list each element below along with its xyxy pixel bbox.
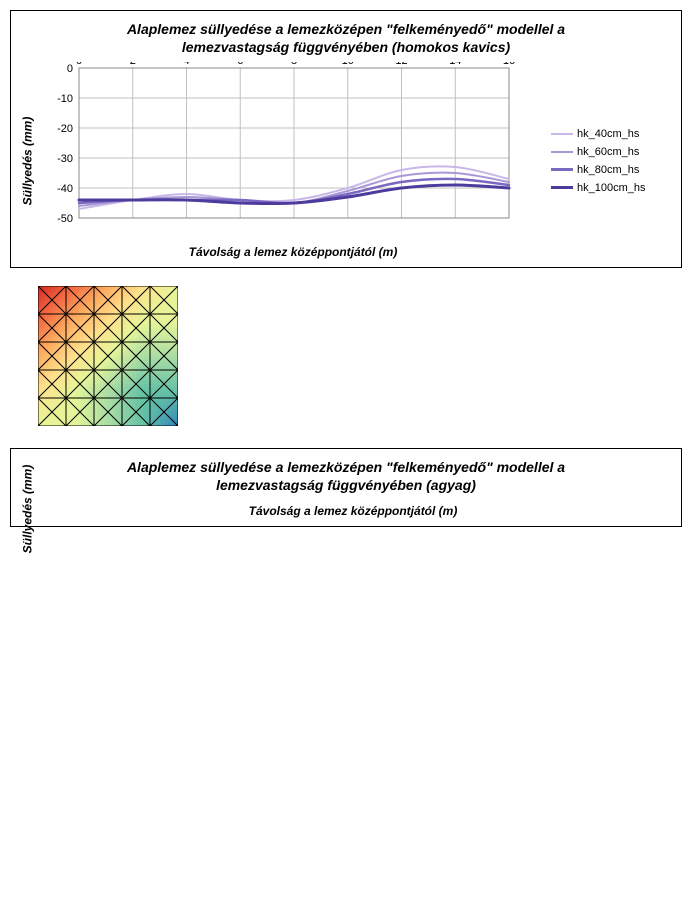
chart-1-ylabel: Süllyedés (mm) [20,116,34,205]
chart-1-box: Alaplemez süllyedése a lemezközépen "fel… [10,10,682,268]
chart-1-legend-item-2: hk_80cm_hs [551,164,671,176]
svg-text:2: 2 [130,62,136,67]
chart-1-svg: 0 2 4 6 8 10 12 14 16 -50 -40 -30 -20 -10 0 [39,62,515,236]
chart-1-title: Alaplemez süllyedése a lemezközépen "fel… [23,21,669,56]
chart-1-legend-swatch-1 [551,151,573,153]
heatmap-row-1 [10,286,682,426]
chart-2-ylabel: Süllyedés (mm) [20,465,34,554]
chart-2-body: Süllyedés (mm) Távolság a lemez középpon… [15,500,677,518]
chart-2-box: Alaplemez süllyedése a lemezközépen "fel… [10,448,682,527]
svg-text:-10: -10 [57,93,73,105]
svg-text:-50: -50 [57,213,73,225]
chart-1-ylabel-wrap: Süllyedés (mm) [15,62,39,259]
chart-2-plot-wrap: Távolság a lemez középpontjától (m) [39,500,667,518]
svg-text:14: 14 [449,62,461,67]
chart-2-ylabel-wrap: Süllyedés (mm) [15,500,39,518]
chart-1-body: Süllyedés (mm) 0 2 4 6 8 10 12 14 16 -50 -40 -30 -20… [15,62,677,259]
svg-text:0: 0 [76,62,82,67]
chart-1-legend-item-3: hk_100cm_hs [551,182,671,194]
heatmap-row-1-panel-0 [38,286,178,426]
chart-1-xlabel: Távolság a lemez középpontjától (m) [39,245,547,259]
svg-text:10: 10 [342,62,354,67]
chart-1-legend-label-1: hk_60cm_hs [577,146,639,158]
svg-text:8: 8 [291,62,297,67]
chart-1-legend-swatch-3 [551,186,573,189]
svg-text:6: 6 [237,62,243,67]
chart-1-legend-label-0: hk_40cm_hs [577,128,639,140]
chart-1-legend-swatch-0 [551,133,573,135]
chart-1-legend-label-3: hk_100cm_hs [577,182,646,194]
chart-1-title-line2: lemezvastagság függvényében (homokos kav… [182,39,510,55]
chart-2-title-line2: lemezvastagság függvényében (agyag) [216,477,476,493]
chart-1-title-line1: Alaplemez süllyedése a lemezközépen "fel… [127,21,565,37]
svg-text:0: 0 [67,63,73,75]
chart-2-xlabel: Távolság a lemez középpontjától (m) [39,504,667,518]
chart-2-legend [667,500,677,518]
chart-1-plot-wrap: 0 2 4 6 8 10 12 14 16 -50 -40 -30 -20 -10 0 Távolság a… [39,62,547,259]
svg-text:-40: -40 [57,183,73,195]
chart-1-legend-swatch-2 [551,168,573,171]
chart-1-legend-item-1: hk_60cm_hs [551,146,671,158]
svg-text:-30: -30 [57,153,73,165]
chart-2-title: Alaplemez süllyedése a lemezközépen "fel… [23,459,669,494]
chart-2-title-line1: Alaplemez süllyedése a lemezközépen "fel… [127,459,565,475]
svg-text:12: 12 [395,62,407,67]
chart-1-legend: hk_40cm_hs hk_60cm_hs hk_80cm_hs hk_100cm_h… [547,62,677,259]
svg-text:-20: -20 [57,123,73,135]
svg-text:16: 16 [503,62,515,67]
chart-1-plot-area: 0 2 4 6 8 10 12 14 16 -50 -40 -30 -20 -10 0 [39,62,547,241]
svg-text:4: 4 [183,62,189,67]
chart-1-legend-item-0: hk_40cm_hs [551,128,671,140]
chart-1-legend-label-2: hk_80cm_hs [577,164,639,176]
